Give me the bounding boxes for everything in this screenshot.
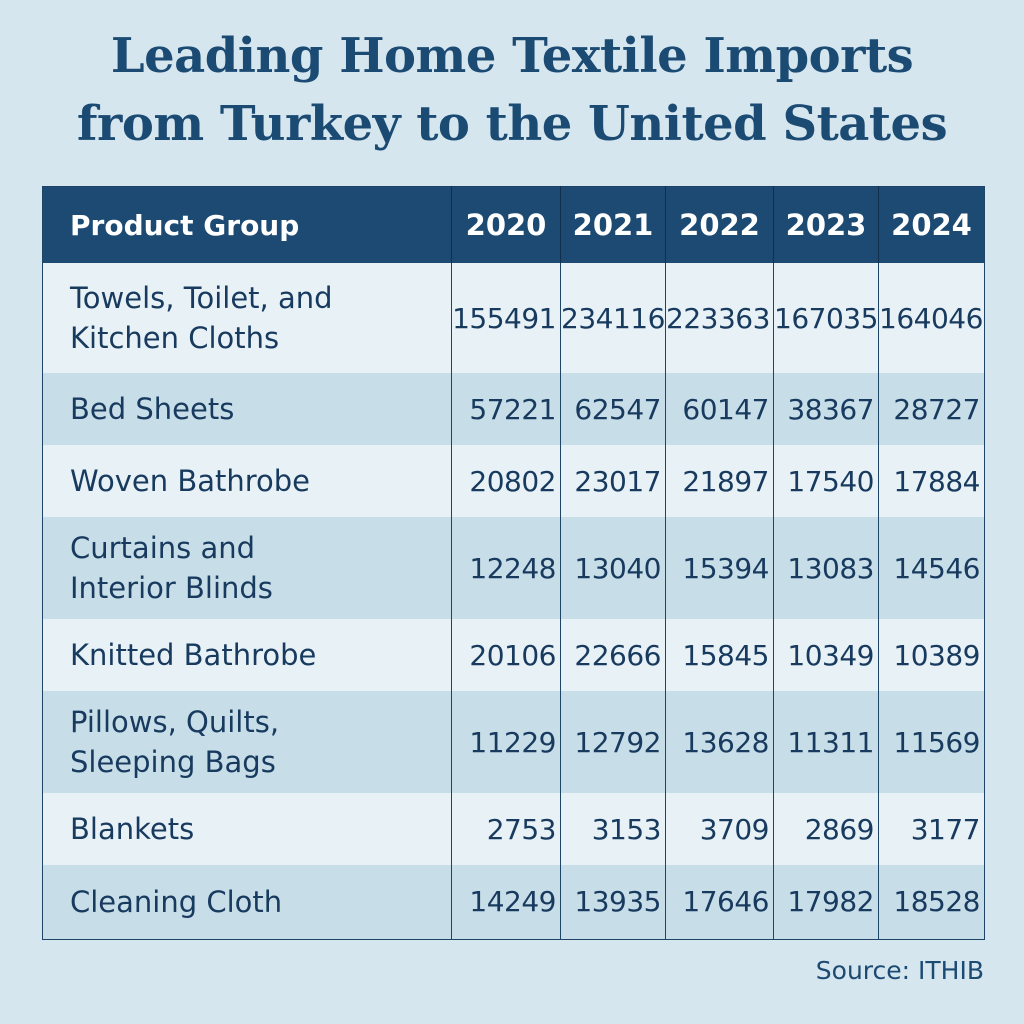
- column-header-2021: 2021: [560, 186, 666, 263]
- product-group-cell: Pillows, Quilts, Sleeping Bags: [42, 691, 452, 793]
- value-cell-2022: 3709: [665, 793, 774, 865]
- product-group-cell: Curtains and Interior Blinds: [42, 517, 452, 619]
- product-group-line: Pillows, Quilts,: [70, 705, 280, 739]
- value-cell-2020: 155491: [451, 263, 561, 373]
- value-cell-2022: 15845: [665, 619, 774, 691]
- value-cell-2022: 60147: [665, 373, 774, 445]
- value-cell-2021: 13935: [560, 865, 666, 939]
- value-cell-2022: 21897: [665, 445, 774, 517]
- table-row: Cleaning Cloth 14249 13935 17646 17982 18528: [42, 865, 985, 939]
- value-cell-2023: 10349: [773, 619, 879, 691]
- product-group-cell: Towels, Toilet, and Kitchen Cloths: [42, 263, 452, 373]
- product-group-line: Towels, Toilet, and: [70, 281, 333, 315]
- value-cell-2023: 13083: [773, 517, 879, 619]
- value-cell-2023: 17540: [773, 445, 879, 517]
- value-cell-2022: 223363: [665, 263, 774, 373]
- value-cell-2021: 13040: [560, 517, 666, 619]
- value-cell-2020: 57221: [451, 373, 561, 445]
- value-cell-2024: 28727: [878, 373, 985, 445]
- title-line-1: Leading Home Textile Imports: [110, 28, 914, 84]
- value-cell-2021: 3153: [560, 793, 666, 865]
- value-cell-2020: 2753: [451, 793, 561, 865]
- value-cell-2024: 10389: [878, 619, 985, 691]
- value-cell-2024: 14546: [878, 517, 985, 619]
- value-cell-2024: 11569: [878, 691, 985, 793]
- value-cell-2021: 23017: [560, 445, 666, 517]
- value-cell-2021: 234116: [560, 263, 666, 373]
- product-group-line: Interior Blinds: [70, 571, 273, 605]
- table-row: Bed Sheets 57221 62547 60147 38367 28727: [42, 373, 985, 445]
- table-row: Woven Bathrobe 20802 23017 21897 17540 17884: [42, 445, 985, 517]
- value-cell-2024: 18528: [878, 865, 985, 939]
- value-cell-2023: 17982: [773, 865, 879, 939]
- product-group-line: Blankets: [70, 812, 195, 846]
- value-cell-2022: 13628: [665, 691, 774, 793]
- column-header-product-group: Product Group: [42, 186, 452, 263]
- value-cell-2023: 11311: [773, 691, 879, 793]
- product-group-cell: Knitted Bathrobe: [42, 619, 452, 691]
- table-body: Towels, Toilet, and Kitchen Cloths 155491 2…: [42, 263, 985, 939]
- table-row: Knitted Bathrobe 20106 22666 15845 10349 1038…: [42, 619, 985, 691]
- product-group-line: Woven Bathrobe: [70, 464, 311, 498]
- source-note: Source: ITHIB: [815, 956, 984, 985]
- value-cell-2024: 17884: [878, 445, 985, 517]
- value-cell-2023: 2869: [773, 793, 879, 865]
- table-row: Blankets 2753 3153 3709 2869 3177: [42, 793, 985, 865]
- column-header-2022: 2022: [665, 186, 774, 263]
- product-group-line: Bed Sheets: [70, 392, 235, 426]
- page-title: Leading Home Textile Imports from Turkey…: [0, 22, 1024, 158]
- column-header-2020: 2020: [451, 186, 561, 263]
- value-cell-2023: 38367: [773, 373, 879, 445]
- product-group-line: Knitted Bathrobe: [70, 638, 317, 672]
- product-group-cell: Bed Sheets: [42, 373, 452, 445]
- column-header-2023: 2023: [773, 186, 879, 263]
- product-group-line: Curtains and: [70, 531, 256, 565]
- table-row: Pillows, Quilts, Sleeping Bags 11229 12792 1…: [42, 691, 985, 793]
- value-cell-2021: 62547: [560, 373, 666, 445]
- value-cell-2020: 12248: [451, 517, 561, 619]
- product-group-line: Cleaning Cloth: [70, 884, 283, 919]
- value-cell-2022: 17646: [665, 865, 774, 939]
- header-row: Product Group 2020 2021 2022 2023 2024: [42, 186, 985, 263]
- value-cell-2021: 12792: [560, 691, 666, 793]
- product-group-cell: Cleaning Cloth: [42, 865, 452, 939]
- value-cell-2020: 20802: [451, 445, 561, 517]
- title-line-2: from Turkey to the United States: [76, 96, 948, 152]
- value-cell-2022: 15394: [665, 517, 774, 619]
- table-row: Towels, Toilet, and Kitchen Cloths 155491 2…: [42, 263, 985, 373]
- imports-table: Product Group 2020 2021 2022 2023 2024 T…: [42, 186, 985, 940]
- value-cell-2024: 3177: [878, 793, 985, 865]
- value-cell-2024: 164046: [878, 263, 985, 373]
- value-cell-2020: 11229: [451, 691, 561, 793]
- value-cell-2020: 20106: [451, 619, 561, 691]
- product-group-cell: Blankets: [42, 793, 452, 865]
- table-row: Curtains and Interior Blinds 12248 13040 153…: [42, 517, 985, 619]
- product-group-line: Kitchen Cloths: [70, 321, 280, 355]
- column-header-2024: 2024: [878, 186, 985, 263]
- value-cell-2020: 14249: [451, 865, 561, 939]
- product-group-cell: Woven Bathrobe: [42, 445, 452, 517]
- product-group-line: Sleeping Bags: [70, 745, 276, 779]
- value-cell-2021: 22666: [560, 619, 666, 691]
- value-cell-2023: 167035: [773, 263, 879, 373]
